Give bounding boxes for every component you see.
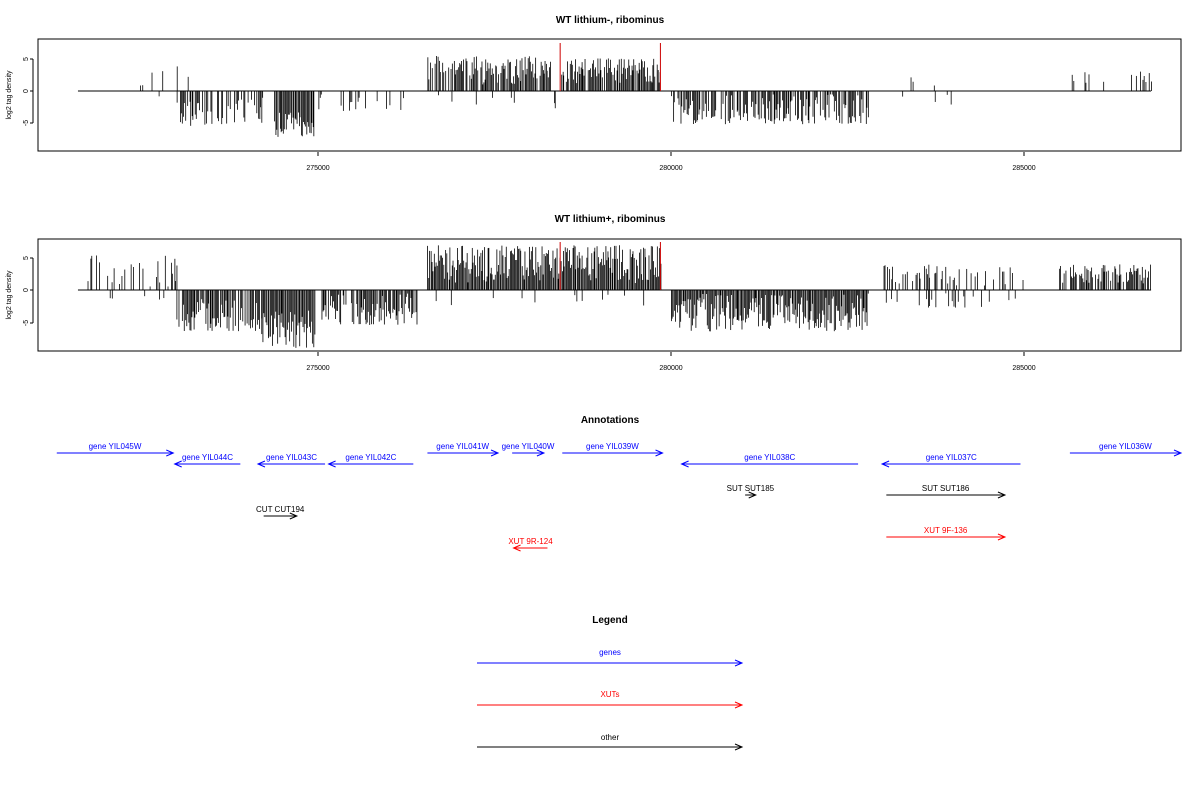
annotation-label: SUT SUT185 [727,484,775,493]
annotation-arrowhead [997,533,1007,541]
panel-1: WT lithium-, ribominus -5 0 5 log2 tag d… [6,15,1182,172]
annotation-label: CUT CUT194 [256,505,305,514]
panel-1-x-tick-label: 280000 [659,165,682,172]
panel-1-x-axis: 275000 280000 285000 [306,152,1036,172]
annotation-label: gene YIL039W [586,442,639,451]
annotations-title: Annotations [581,415,640,426]
annotation-label: gene YIL040W [502,442,555,451]
legend-arrowhead-genes [734,659,744,667]
annotation-feature: gene YIL037C [880,453,1021,468]
legend-label-other: other [601,733,620,742]
panel-2-x-tick-label: 275000 [306,365,329,372]
legend-item-xuts: XUTs [477,690,744,709]
annotation-label: gene YIL042C [345,453,396,462]
legend-label-genes: genes [599,648,621,657]
annotation-features: gene YIL045W gene YIL044C gene YIL043C gene… [56,442,1183,552]
annotation-feature: gene YIL040W [502,442,555,457]
legend-title: Legend [592,615,628,626]
panel-2-bars [77,242,1152,348]
annotation-label: gene YIL041W [436,442,489,451]
annotation-feature: SUT SUT185 [727,484,775,499]
annotation-feature: CUT CUT194 [256,505,305,520]
panel-1-bars [77,43,1152,137]
panel-2-y-tick-label: -5 [23,320,30,326]
annotation-feature: gene YIL039W [562,442,664,457]
panel-2-plot-frame [37,238,1182,352]
annotation-arrowhead [512,544,521,552]
annotation-arrowhead [327,460,336,468]
legend-arrowhead-other [734,743,744,751]
annotation-arrowhead [289,512,299,520]
legend-arrowhead-xuts [734,701,744,709]
panel-2-y-tick-label: 0 [23,288,30,292]
panel-1-y-axis-label: log2 tag density [6,70,13,120]
legend-item-other: other [477,733,744,751]
annotation-arrowhead [1173,449,1183,457]
annotation-feature: gene YIL045W [56,442,175,457]
annotation-arrowhead [880,460,890,468]
panel-2-x-tick-label: 285000 [1012,365,1035,372]
legend-item-genes: genes [477,648,744,667]
legend: Legend genes XUTs other [477,615,744,751]
panel-1-x-tick-label: 285000 [1012,165,1035,172]
panel-1-y-axis: -5 0 5 log2 tag density [6,57,34,126]
panel-2-y-axis-label: log2 tag density [6,270,13,320]
annotation-label: gene YIL038C [744,453,795,462]
annotation-label: gene YIL036W [1099,442,1152,451]
annotation-feature: gene YIL042C [327,453,414,468]
panel-2-x-axis: 275000 280000 285000 [306,352,1036,372]
annotation-arrowhead [536,449,546,457]
annotation-label: XUT 9R-124 [508,537,553,546]
panel-2: WT lithium+, ribominus -5 0 5 log2 tag d… [6,214,1182,372]
annotation-arrowhead [748,491,757,499]
annotation-feature: gene YIL036W [1069,442,1183,457]
annotation-arrowhead [173,460,182,468]
annotation-feature: gene YIL041W [427,442,500,457]
legend-label-xuts: XUTs [600,690,619,699]
panel-2-title: WT lithium+, ribominus [555,214,666,225]
annotation-label: gene YIL037C [926,453,977,462]
annotation-label: gene YIL044C [182,453,233,462]
panel-2-x-tick-label: 280000 [659,365,682,372]
panel-1-y-tick-label: 0 [23,89,30,93]
annotation-arrowhead [490,449,500,457]
annotation-feature: XUT 9R-124 [508,537,553,552]
annotation-feature: gene YIL038C [680,453,859,468]
annotation-arrowhead [166,449,175,457]
panel-1-plot-frame [37,38,1182,152]
annotation-label: gene YIL043C [266,453,317,462]
panel-2-y-axis: -5 0 5 log2 tag density [6,256,34,326]
annotation-arrowhead [997,491,1007,499]
panel-1-x-tick-label: 275000 [306,165,329,172]
annotation-feature: gene YIL044C [173,453,241,468]
annotation-label: XUT 9F-136 [924,526,968,535]
panel-1-title: WT lithium-, ribominus [556,15,665,26]
annotation-arrowhead [680,460,689,468]
annotation-feature: SUT SUT186 [886,484,1007,499]
panel-2-y-tick-label: 5 [23,256,30,260]
panel-1-y-tick-label: 5 [23,57,30,61]
annotation-arrowhead [655,449,664,457]
annotation-label: SUT SUT186 [922,484,970,493]
annotation-label: gene YIL045W [89,442,142,451]
annotation-feature: XUT 9F-136 [886,526,1007,541]
annotation-feature: gene YIL043C [256,453,326,468]
panel-1-y-tick-label: -5 [23,120,30,126]
annotation-arrowhead [256,460,266,468]
